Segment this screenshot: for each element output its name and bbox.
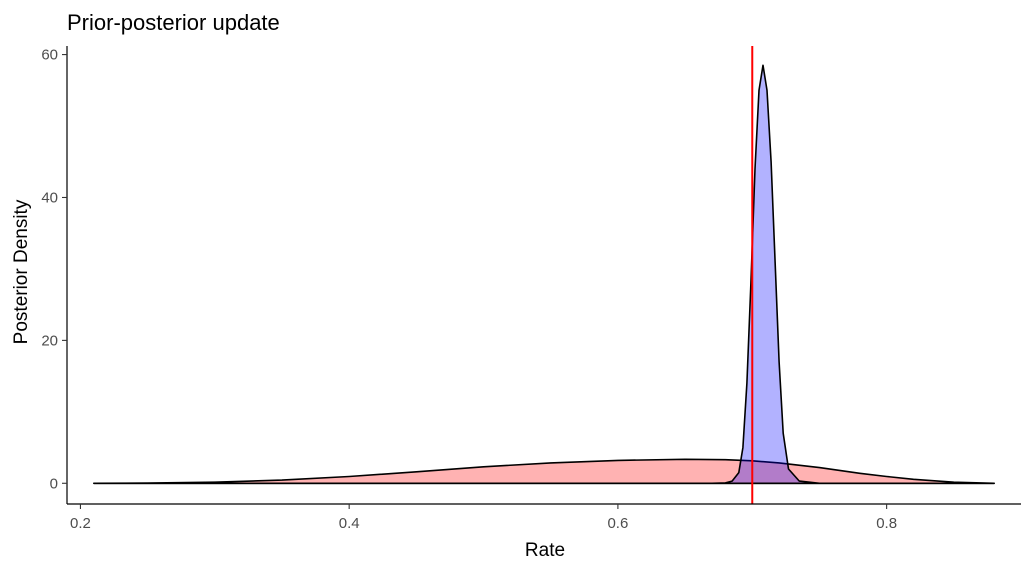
density-area-1 xyxy=(93,458,995,485)
y-tick-label: 0 xyxy=(50,475,58,492)
y-tick-label: 20 xyxy=(41,332,58,349)
y-axis-label: Posterior Density xyxy=(11,199,32,344)
x-axis-label: Rate xyxy=(525,540,565,561)
y-tick-label: 40 xyxy=(41,189,58,206)
x-tick-label: 0.4 xyxy=(339,515,360,532)
axes: 0.2 0.4 0.6 0.8 0 20 40 60 xyxy=(41,46,1021,532)
x-tick-label: 0.6 xyxy=(607,515,628,532)
density-area-2 xyxy=(93,64,995,485)
x-tick-label: 0.8 xyxy=(876,515,897,532)
series-layer xyxy=(93,64,995,485)
y-tick-label: 60 xyxy=(41,47,58,64)
x-tick-label: 0.2 xyxy=(70,515,91,532)
chart-title: Prior-posterior update xyxy=(67,10,280,35)
